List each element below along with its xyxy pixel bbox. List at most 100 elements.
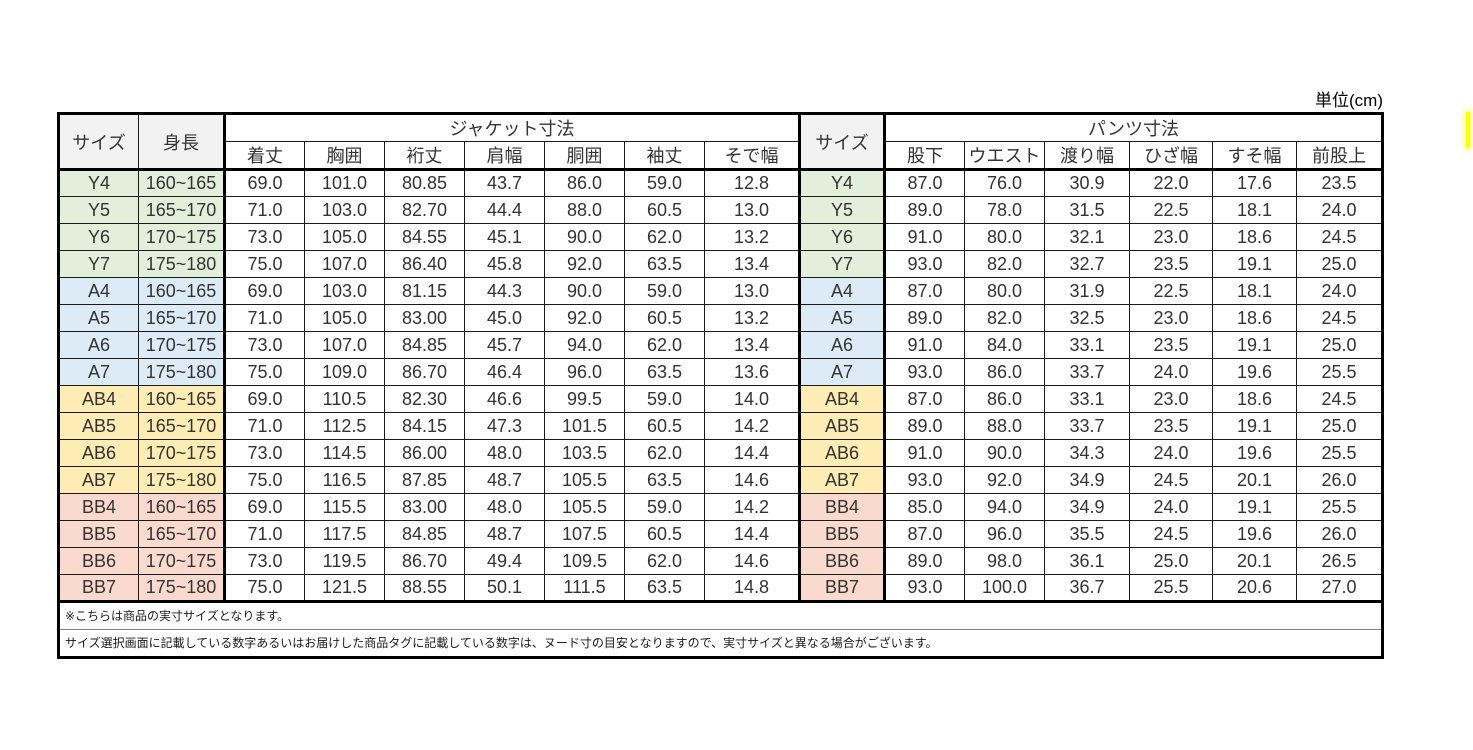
jacket-value-cell: 62.0 <box>624 547 705 575</box>
jacket-value-cell: 14.6 <box>704 466 800 494</box>
table-row: AB6 170~175 73.0 114.5 86.00 48.0 103.5 62.0 14.… <box>57 439 1383 467</box>
jacket-value-cell: 103.5 <box>544 439 625 467</box>
pants-value-cell: 25.0 <box>1296 250 1383 278</box>
pants-value-cell: 89.0 <box>883 547 965 575</box>
size-cell: A7 <box>57 358 139 386</box>
pants-section-header: パンツ寸法 <box>884 113 1383 142</box>
jacket-value-cell: 13.2 <box>704 223 800 251</box>
jacket-value-cell: 119.5 <box>304 547 385 575</box>
height-cell: 170~175 <box>138 439 225 467</box>
height-cell: 165~170 <box>138 196 225 224</box>
height-column-header: 身長 <box>138 113 225 170</box>
jacket-value-cell: 117.5 <box>304 520 385 548</box>
pants-value-cell: 19.1 <box>1212 250 1297 278</box>
pants-value-cell: 98.0 <box>964 547 1045 575</box>
jacket-value-cell: 90.0 <box>544 223 625 251</box>
pants-value-cell: 18.6 <box>1212 385 1297 413</box>
jacket-value-cell: 46.6 <box>464 385 545 413</box>
pants-value-cell: 24.0 <box>1129 358 1213 386</box>
size-cell: BB6 <box>57 547 139 575</box>
jacket-value-cell: 87.85 <box>384 466 465 494</box>
pants-value-cell: 23.5 <box>1129 331 1213 359</box>
jacket-value-cell: 73.0 <box>223 439 305 467</box>
pants-value-cell: 22.5 <box>1129 277 1213 305</box>
pants-value-cell: 18.6 <box>1212 223 1297 251</box>
pants-value-cell: 25.0 <box>1129 547 1213 575</box>
jacket-value-cell: 48.0 <box>464 439 545 467</box>
size-cell-right: A7 <box>798 358 886 386</box>
note-line-1: ※こちらは商品の実寸サイズとなります。 <box>60 603 1381 630</box>
pants-value-cell: 34.9 <box>1044 466 1130 494</box>
size-cell-right: AB7 <box>798 466 886 494</box>
pants-value-cell: 23.0 <box>1129 304 1213 332</box>
pants-value-cell: 25.5 <box>1296 493 1383 521</box>
table-row: Y6 170~175 73.0 105.0 84.55 45.1 90.0 62.0 13.2 Y… <box>57 223 1383 251</box>
jacket-value-cell: 44.4 <box>464 196 545 224</box>
height-cell: 170~175 <box>138 331 225 359</box>
jacket-value-cell: 63.5 <box>624 358 705 386</box>
size-column-header-left: サイズ <box>58 113 139 170</box>
pants-value-cell: 78.0 <box>964 196 1045 224</box>
jacket-value-cell: 45.1 <box>464 223 545 251</box>
jacket-value-cell: 48.0 <box>464 493 545 521</box>
table-row: BB5 165~170 71.0 117.5 84.85 48.7 107.5 60.5 14.… <box>57 520 1383 548</box>
size-cell-right: Y4 <box>798 168 886 197</box>
pants-value-cell: 25.5 <box>1296 439 1383 467</box>
height-cell: 160~165 <box>138 168 225 197</box>
jacket-column-header: そで幅 <box>704 141 800 170</box>
table-row: Y7 175~180 75.0 107.0 86.40 45.8 92.0 63.5 13.4 Y… <box>57 250 1383 278</box>
section-header-row: サイズ 身長 ジャケット寸法 サイズ パンツ寸法 <box>58 113 1383 170</box>
jacket-value-cell: 45.0 <box>464 304 545 332</box>
jacket-value-cell: 86.00 <box>384 439 465 467</box>
height-cell: 165~170 <box>138 412 225 440</box>
pants-value-cell: 26.5 <box>1296 547 1383 575</box>
table-row: BB6 170~175 73.0 119.5 86.70 49.4 109.5 62.0 14.… <box>57 547 1383 575</box>
pants-value-cell: 32.7 <box>1044 250 1130 278</box>
size-cell-right: BB7 <box>798 574 886 602</box>
pants-value-cell: 24.0 <box>1296 196 1383 224</box>
pants-value-cell: 92.0 <box>964 466 1045 494</box>
jacket-value-cell: 71.0 <box>223 412 305 440</box>
pants-value-cell: 82.0 <box>964 304 1045 332</box>
jacket-value-cell: 75.0 <box>223 358 305 386</box>
pants-column-header: ひざ幅 <box>1129 141 1213 170</box>
jacket-value-cell: 62.0 <box>624 223 705 251</box>
jacket-value-cell: 14.4 <box>704 520 800 548</box>
pants-column-header: 渡り幅 <box>1044 141 1130 170</box>
jacket-value-cell: 73.0 <box>223 547 305 575</box>
height-cell: 165~170 <box>138 304 225 332</box>
pants-value-cell: 33.7 <box>1044 412 1130 440</box>
pants-value-cell: 22.0 <box>1129 168 1213 197</box>
height-cell: 175~180 <box>138 250 225 278</box>
jacket-value-cell: 84.15 <box>384 412 465 440</box>
size-cell-right: A5 <box>798 304 886 332</box>
jacket-value-cell: 92.0 <box>544 304 625 332</box>
pants-value-cell: 89.0 <box>883 304 965 332</box>
jacket-value-cell: 88.0 <box>544 196 625 224</box>
jacket-value-cell: 73.0 <box>223 331 305 359</box>
pants-value-cell: 24.5 <box>1129 520 1213 548</box>
jacket-value-cell: 88.55 <box>384 574 465 602</box>
pants-value-cell: 19.1 <box>1212 331 1297 359</box>
jacket-value-cell: 84.85 <box>384 331 465 359</box>
jacket-value-cell: 14.2 <box>704 412 800 440</box>
jacket-value-cell: 82.30 <box>384 385 465 413</box>
jacket-value-cell: 63.5 <box>624 250 705 278</box>
pants-value-cell: 84.0 <box>964 331 1045 359</box>
height-cell: 175~180 <box>138 466 225 494</box>
jacket-value-cell: 60.5 <box>624 196 705 224</box>
pants-value-cell: 93.0 <box>883 574 965 602</box>
jacket-value-cell: 86.70 <box>384 358 465 386</box>
pants-value-cell: 23.0 <box>1129 223 1213 251</box>
pants-value-cell: 96.0 <box>964 520 1045 548</box>
height-cell: 160~165 <box>138 277 225 305</box>
pants-value-cell: 31.9 <box>1044 277 1130 305</box>
jacket-value-cell: 71.0 <box>223 304 305 332</box>
jacket-value-cell: 59.0 <box>624 168 705 197</box>
jacket-value-cell: 12.8 <box>704 168 800 197</box>
jacket-value-cell: 101.5 <box>544 412 625 440</box>
jacket-value-cell: 105.0 <box>304 304 385 332</box>
jacket-value-cell: 60.5 <box>624 304 705 332</box>
jacket-value-cell: 13.0 <box>704 196 800 224</box>
jacket-value-cell: 116.5 <box>304 466 385 494</box>
